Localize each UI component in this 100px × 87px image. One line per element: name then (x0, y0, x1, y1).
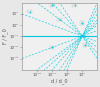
FancyBboxPatch shape (28, 10, 32, 13)
FancyBboxPatch shape (72, 3, 77, 7)
FancyBboxPatch shape (83, 44, 88, 47)
FancyBboxPatch shape (50, 3, 54, 7)
FancyBboxPatch shape (50, 46, 54, 49)
FancyBboxPatch shape (80, 21, 84, 25)
Y-axis label: F / F_0: F / F_0 (3, 28, 9, 44)
FancyBboxPatch shape (57, 18, 62, 21)
X-axis label: d / d_0: d / d_0 (52, 79, 68, 84)
